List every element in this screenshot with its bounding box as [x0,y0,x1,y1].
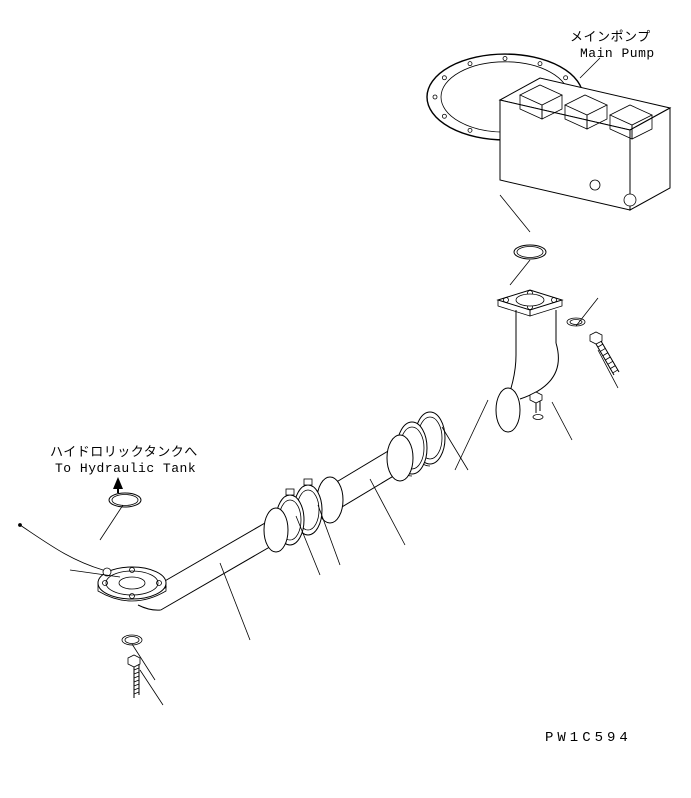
arrow-hydraulic-tank [113,477,123,489]
label-hydraulic-tank-jp: ハイドロリックタンクへ [50,445,198,462]
drawing-code: PW1C594 [545,730,632,746]
label-main-pump-jp: メインポンプ [570,30,651,47]
exploded-diagram [0,0,691,798]
label-main-pump-en: Main Pump [580,46,655,63]
arrow-stem-hydraulic-tank [117,489,119,493]
label-hydraulic-tank-en: To Hydraulic Tank [55,461,196,478]
